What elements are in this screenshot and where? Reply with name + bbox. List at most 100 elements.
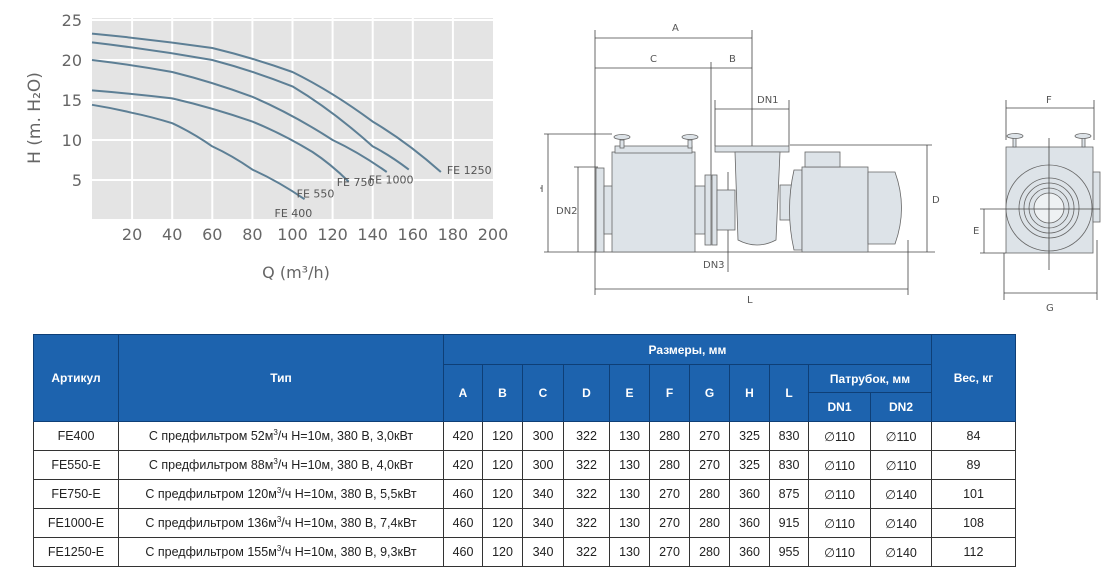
cell-article: FE1250-E: [33, 537, 119, 567]
cell-dim-h: 360: [729, 479, 770, 509]
spec-table: Артикул Тип Размеры, мм Вес, кг A B C D …: [33, 334, 1016, 567]
x-tick-label: 160: [398, 225, 429, 244]
cell-article: FE550-E: [33, 450, 119, 480]
header-dim-b: B: [482, 364, 523, 422]
type-text-rest: /ч H=10м, 380 В, 3,0кВт: [277, 429, 414, 444]
dim-label-dn1: DN1: [757, 95, 779, 106]
x-tick-label: 20: [122, 225, 142, 244]
cell-weight: 101: [931, 479, 1016, 509]
pump-curve-chart: 5 10 15 20 25 20 40 60 80 100 120 140 160 180 200 FE …: [25, 11, 508, 282]
cell-article: FE1000-E: [33, 508, 119, 538]
cell-dn1: ∅110: [808, 479, 871, 509]
header-dim-c: C: [522, 364, 564, 422]
cell-weight: 108: [931, 508, 1016, 538]
cell-weight: 84: [931, 421, 1016, 451]
table-row: FE550-E С предфильтром 88м3/ч H=10м, 380…: [33, 450, 1016, 480]
type-sup: 3: [276, 486, 282, 496]
cell-dim-g: 270: [689, 450, 730, 480]
type-sup: 3: [273, 457, 278, 467]
cell-dim-b: 120: [482, 508, 523, 538]
cell-dim-a: 460: [443, 479, 483, 509]
dim-label-h: H: [540, 184, 544, 195]
cell-dim-e: 130: [609, 450, 650, 480]
x-axis-label: Q (m³/h): [262, 263, 330, 282]
header-dn2: DN2: [870, 392, 932, 422]
cell-dn1: ∅110: [808, 421, 871, 451]
series-label: FE 750: [337, 176, 375, 189]
header-type: Тип: [118, 334, 444, 422]
header-article: Артикул: [33, 334, 119, 422]
header-dn1: DN1: [808, 392, 871, 422]
y-tick-label: 10: [62, 131, 82, 150]
x-tick-label: 60: [202, 225, 222, 244]
cell-dim-f: 270: [649, 508, 690, 538]
x-ticks: 20 40 60 80 100 120 140 160 180 200: [122, 225, 508, 244]
type-text: С предфильтром 52м: [148, 429, 274, 444]
dim-label-g: G: [1046, 303, 1054, 314]
cell-dim-l: 955: [769, 537, 809, 567]
curve-fe750: [91, 59, 388, 173]
type-sup: 3: [276, 544, 282, 554]
cell-dim-h: 360: [729, 537, 770, 567]
cell-dn1: ∅110: [808, 450, 871, 480]
cell-type: С предфильтром 52м3/ч H=10м, 380 В, 3,0к…: [118, 421, 444, 451]
cell-dim-c: 300: [522, 421, 564, 451]
header-dim-h: H: [729, 364, 770, 422]
curve-fe400: [91, 103, 306, 201]
y-tick-label: 15: [62, 91, 82, 110]
table-row: FE750-E С предфильтром 120м3/ч H=10м, 38…: [33, 479, 1016, 509]
cell-dim-f: 280: [649, 450, 690, 480]
cell-dim-b: 120: [482, 537, 523, 567]
curve-fe550: [91, 89, 350, 183]
header-nozzle: Патрубок, мм: [808, 364, 932, 393]
cell-dim-d: 322: [563, 508, 610, 538]
cell-dim-b: 120: [482, 479, 523, 509]
cell-dim-l: 875: [769, 479, 809, 509]
cell-dim-c: 300: [522, 450, 564, 480]
cell-dn2: ∅140: [870, 479, 932, 509]
type-text-rest: /ч H=10м, 380 В, 4,0кВт: [277, 458, 414, 473]
series-label: FE 1000: [369, 174, 414, 187]
x-tick-label: 80: [242, 225, 262, 244]
type-text: С предфильтром 136м: [145, 516, 277, 531]
cell-type: С предфильтром 155м3/ч H=10м, 380 В, 9,3…: [118, 537, 444, 567]
cell-dim-b: 120: [482, 450, 523, 480]
cell-dim-e: 130: [609, 537, 650, 567]
dim-label-e: E: [973, 226, 979, 237]
cell-dim-a: 420: [443, 421, 483, 451]
dim-label-c: C: [650, 54, 657, 65]
type-sup: 3: [273, 428, 278, 438]
type-text-rest: /ч H=10м, 380 В, 5,5кВт: [281, 487, 417, 502]
cell-article: FE400: [33, 421, 119, 451]
pump-dimension-drawing: A C B DN1 H DN2 DN3 D L F E G: [540, 23, 1101, 314]
cell-dim-g: 280: [689, 537, 730, 567]
cell-dim-f: 280: [649, 421, 690, 451]
cell-dim-f: 270: [649, 537, 690, 567]
cell-dim-e: 130: [609, 508, 650, 538]
cell-dim-g: 270: [689, 421, 730, 451]
x-tick-label: 140: [357, 225, 388, 244]
cell-dn2: ∅140: [870, 537, 932, 567]
x-tick-label: 40: [162, 225, 182, 244]
header-dim-f: F: [649, 364, 690, 422]
header-dim-l: L: [769, 364, 809, 422]
cell-dim-d: 322: [563, 421, 610, 451]
dim-label-dn2: DN2: [556, 206, 578, 217]
y-axis-label: H (m. H₂O): [25, 72, 45, 164]
cell-type: С предфильтром 120м3/ч H=10м, 380 В, 5,5…: [118, 479, 444, 509]
header-dim-d: D: [563, 364, 610, 422]
dim-label-a: A: [672, 23, 679, 34]
x-tick-label: 200: [478, 225, 509, 244]
cell-dim-h: 325: [729, 450, 770, 480]
curve-fe1250: [91, 32, 442, 173]
header-dim-e: E: [609, 364, 650, 422]
cell-dim-g: 280: [689, 508, 730, 538]
type-text: С предфильтром 120м: [145, 487, 277, 502]
cell-article: FE750-E: [33, 479, 119, 509]
cell-dim-l: 830: [769, 421, 809, 451]
cell-dn2: ∅110: [870, 421, 932, 451]
dim-label-l: L: [747, 295, 753, 306]
x-tick-label: 100: [277, 225, 308, 244]
cell-dn1: ∅110: [808, 537, 871, 567]
